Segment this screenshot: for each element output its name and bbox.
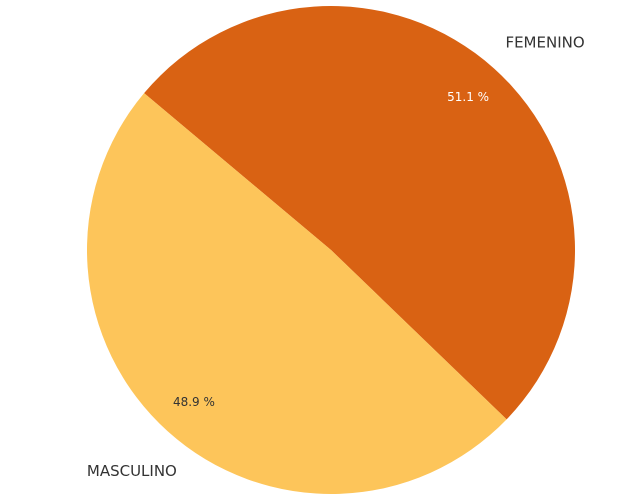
- category-label: MASCULINO: [87, 462, 177, 480]
- category-label: FEMENINO: [505, 34, 584, 52]
- value-label: 48.9 %: [173, 395, 215, 409]
- pie-slice: [87, 93, 507, 494]
- value-label: 51.1 %: [447, 90, 489, 104]
- pie-slice: [144, 5, 576, 420]
